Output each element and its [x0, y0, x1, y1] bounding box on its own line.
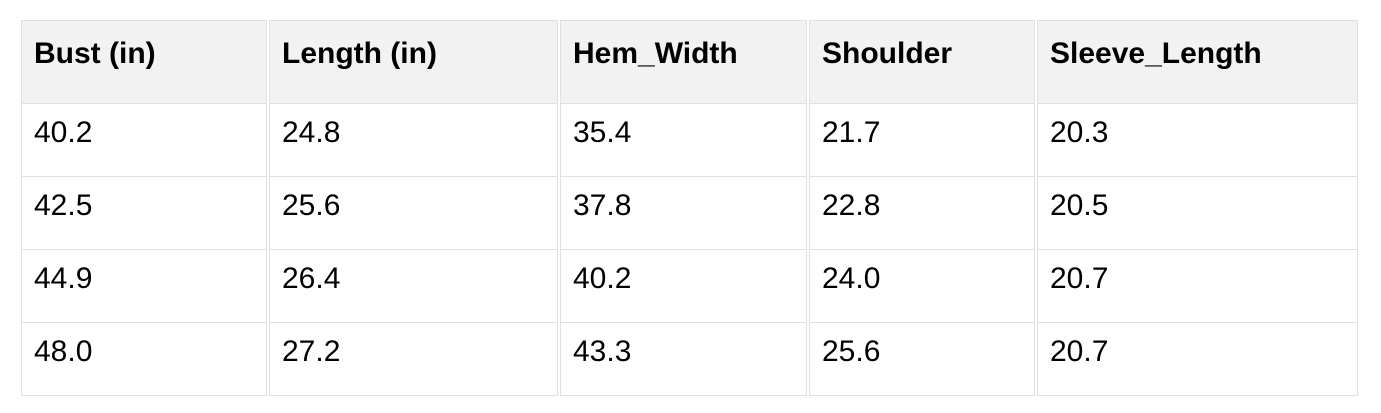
- table-cell: 35.4: [560, 104, 807, 177]
- column-header-bust: Bust (in): [21, 20, 267, 104]
- table-cell: 40.2: [21, 104, 267, 177]
- table-cell: 42.5: [21, 177, 267, 250]
- column-header-shoulder: Shoulder: [809, 20, 1035, 104]
- table-cell: 20.5: [1037, 177, 1358, 250]
- table-cell: 24.8: [269, 104, 558, 177]
- table-cell: 43.3: [560, 323, 807, 396]
- column-header-hem-width: Hem_Width: [560, 20, 807, 104]
- table-cell: 26.4: [269, 250, 558, 323]
- table-header-row: Bust (in) Length (in) Hem_Width Shoulder…: [21, 20, 1358, 104]
- column-header-sleeve-length: Sleeve_Length: [1037, 20, 1358, 104]
- table-row: 42.5 25.6 37.8 22.8 20.5: [21, 177, 1358, 250]
- table-cell: 20.7: [1037, 250, 1358, 323]
- measurements-table: Bust (in) Length (in) Hem_Width Shoulder…: [19, 20, 1360, 396]
- table-cell: 21.7: [809, 104, 1035, 177]
- table-cell: 22.8: [809, 177, 1035, 250]
- table-cell: 25.6: [269, 177, 558, 250]
- table-row: 48.0 27.2 43.3 25.6 20.7: [21, 323, 1358, 396]
- column-header-length: Length (in): [269, 20, 558, 104]
- table-cell: 27.2: [269, 323, 558, 396]
- table-cell: 44.9: [21, 250, 267, 323]
- table-cell: 48.0: [21, 323, 267, 396]
- table-row: 40.2 24.8 35.4 21.7 20.3: [21, 104, 1358, 177]
- table-row: 44.9 26.4 40.2 24.0 20.7: [21, 250, 1358, 323]
- table-cell: 37.8: [560, 177, 807, 250]
- table-cell: 24.0: [809, 250, 1035, 323]
- table-cell: 25.6: [809, 323, 1035, 396]
- table-cell: 40.2: [560, 250, 807, 323]
- table-cell: 20.7: [1037, 323, 1358, 396]
- table-cell: 20.3: [1037, 104, 1358, 177]
